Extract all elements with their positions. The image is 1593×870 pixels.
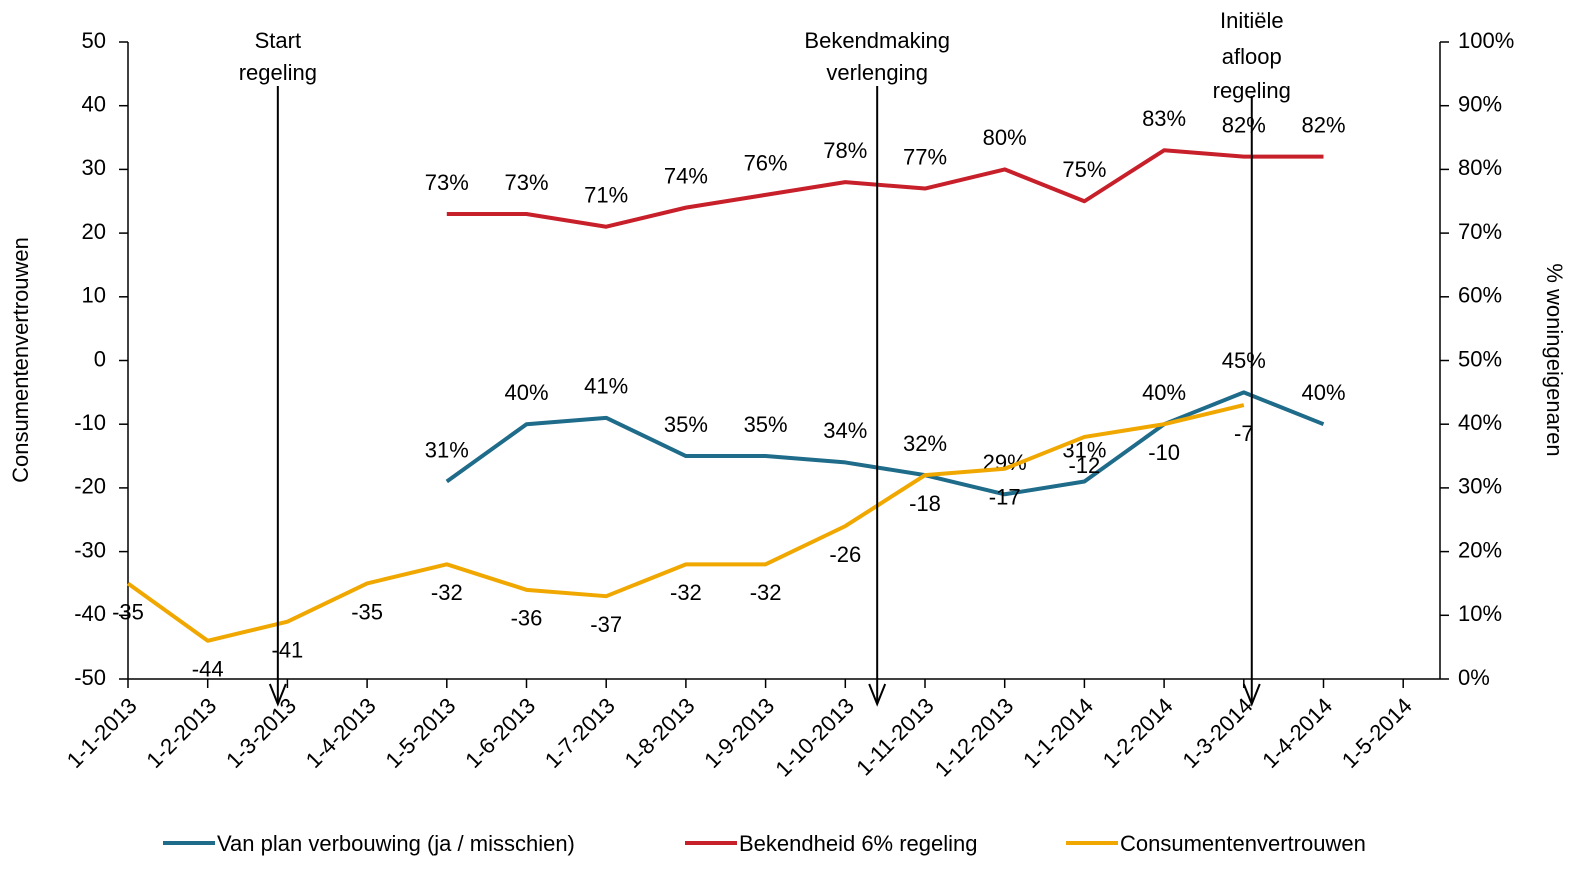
data-label: 76% bbox=[744, 151, 788, 176]
arrow-head bbox=[868, 683, 887, 707]
data-label: 35% bbox=[744, 412, 788, 437]
y2-tick-label: 90% bbox=[1458, 92, 1502, 117]
annotation-text: verlenging bbox=[826, 60, 928, 85]
data-label: -37 bbox=[590, 612, 622, 637]
series-line bbox=[126, 403, 1245, 643]
y2-tick-label: 20% bbox=[1458, 537, 1502, 562]
data-label: -26 bbox=[829, 542, 861, 567]
x-tick-label: 1-5-2014 bbox=[1337, 693, 1417, 773]
data-label: -7 bbox=[1234, 421, 1254, 446]
annotation-text: regeling bbox=[239, 60, 317, 85]
x-tick-label: 1-2-2014 bbox=[1098, 693, 1178, 773]
x-tick-label: 1-1-2013 bbox=[62, 693, 142, 773]
arrow-head bbox=[1242, 683, 1261, 707]
x-tick-label: 1-8-2013 bbox=[620, 693, 700, 773]
data-label: 40% bbox=[1142, 380, 1186, 405]
y2-tick-label: 10% bbox=[1458, 601, 1502, 626]
x-tick-label: 1-12-2013 bbox=[930, 693, 1019, 782]
y-tick-label: -10 bbox=[74, 410, 106, 435]
y2-tick-label: 30% bbox=[1458, 474, 1502, 499]
arrow-head bbox=[268, 683, 287, 707]
data-label: 31% bbox=[425, 437, 469, 462]
y-axis-title: Consumentenvertrouwen bbox=[8, 237, 33, 483]
data-label: 78% bbox=[823, 138, 867, 163]
data-label: -35 bbox=[112, 599, 144, 624]
data-label: -32 bbox=[670, 580, 702, 605]
y-tick-label: 40 bbox=[82, 92, 106, 117]
data-label: 35% bbox=[664, 412, 708, 437]
data-label: 82% bbox=[1301, 112, 1345, 137]
data-label: -35 bbox=[351, 599, 383, 624]
x-tick-label: 1-10-2013 bbox=[770, 693, 859, 782]
series-line bbox=[445, 390, 1325, 497]
legend-label: Bekendheid 6% regeling bbox=[739, 831, 978, 856]
annotation-text: afloop bbox=[1222, 44, 1282, 69]
y-tick-label: 0 bbox=[94, 346, 106, 371]
y2-axis-title: % woningeigenaren bbox=[1542, 263, 1567, 456]
y2-tick-label: 40% bbox=[1458, 410, 1502, 435]
data-label: 80% bbox=[983, 125, 1027, 150]
data-label: -10 bbox=[1148, 440, 1180, 465]
x-tick-label: 1-3-2014 bbox=[1177, 693, 1257, 773]
x-tick-label: 1-5-2013 bbox=[380, 693, 460, 773]
y2-tick-label: 50% bbox=[1458, 346, 1502, 371]
data-label: 74% bbox=[664, 163, 708, 188]
x-tick-label: 1-4-2013 bbox=[301, 693, 381, 773]
legend-label: Van plan verbouwing (ja / misschien) bbox=[217, 831, 575, 856]
legend-label: Consumentenvertrouwen bbox=[1120, 831, 1366, 856]
data-label: 41% bbox=[584, 374, 628, 399]
x-tick-label: 1-3-2013 bbox=[221, 693, 301, 773]
data-label: 82% bbox=[1222, 112, 1266, 137]
y-tick-label: 30 bbox=[82, 155, 106, 180]
data-label: -36 bbox=[511, 606, 543, 631]
y2-tick-label: 0% bbox=[1458, 665, 1490, 690]
data-label: 32% bbox=[903, 431, 947, 456]
y2-tick-label: 100% bbox=[1458, 28, 1514, 53]
y-tick-label: 50 bbox=[82, 28, 106, 53]
data-label: -12 bbox=[1069, 453, 1101, 478]
data-label: -44 bbox=[192, 657, 224, 682]
y-tick-label: -40 bbox=[74, 601, 106, 626]
data-label: 83% bbox=[1142, 106, 1186, 131]
data-label: 40% bbox=[504, 380, 548, 405]
x-tick-label: 1-6-2013 bbox=[460, 693, 540, 773]
x-tick-label: 1-11-2013 bbox=[851, 693, 938, 780]
data-label: 71% bbox=[584, 183, 628, 208]
data-label: 73% bbox=[425, 170, 469, 195]
y-tick-label: 20 bbox=[82, 219, 106, 244]
x-tick-label: 1-4-2014 bbox=[1257, 693, 1337, 773]
y-tick-label: -50 bbox=[74, 665, 106, 690]
data-label: -32 bbox=[431, 580, 463, 605]
data-label: 77% bbox=[903, 144, 947, 169]
x-tick-label: 1-2-2013 bbox=[141, 693, 221, 773]
series-line bbox=[446, 148, 1324, 229]
y-tick-label: -20 bbox=[74, 474, 106, 499]
x-tick-label: 1-7-2013 bbox=[540, 693, 620, 773]
annotation-text: Initiële bbox=[1220, 8, 1284, 33]
data-label: -32 bbox=[750, 580, 782, 605]
y2-tick-label: 60% bbox=[1458, 283, 1502, 308]
data-label: 45% bbox=[1222, 348, 1266, 373]
y2-tick-label: 70% bbox=[1458, 219, 1502, 244]
annotation-text: Bekendmaking bbox=[804, 28, 950, 53]
x-tick-label: 1-1-2014 bbox=[1018, 693, 1098, 773]
y2-tick-label: 80% bbox=[1458, 155, 1502, 180]
y-tick-label: -30 bbox=[74, 537, 106, 562]
data-label: 40% bbox=[1301, 380, 1345, 405]
data-label: -18 bbox=[909, 491, 941, 516]
data-label: 75% bbox=[1062, 157, 1106, 182]
data-label: -41 bbox=[272, 637, 304, 662]
data-label: 34% bbox=[823, 418, 867, 443]
y-tick-label: 10 bbox=[82, 283, 106, 308]
x-tick-label: 1-9-2013 bbox=[699, 693, 779, 773]
data-label: 73% bbox=[504, 170, 548, 195]
data-label: -17 bbox=[989, 485, 1021, 510]
annotation-text: Start bbox=[255, 28, 301, 53]
